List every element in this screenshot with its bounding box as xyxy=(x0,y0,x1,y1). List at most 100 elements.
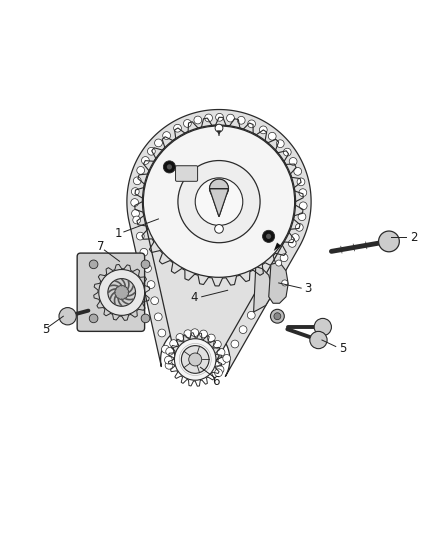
Circle shape xyxy=(209,179,229,198)
Circle shape xyxy=(264,282,272,290)
Circle shape xyxy=(141,314,150,322)
Polygon shape xyxy=(274,243,281,251)
Circle shape xyxy=(115,286,129,300)
Text: 6: 6 xyxy=(212,375,220,387)
Circle shape xyxy=(195,178,243,225)
Circle shape xyxy=(165,361,173,369)
Circle shape xyxy=(174,338,216,380)
Circle shape xyxy=(136,232,144,240)
Circle shape xyxy=(181,345,209,373)
Text: 7: 7 xyxy=(97,240,105,253)
Circle shape xyxy=(272,268,280,276)
Circle shape xyxy=(131,209,139,217)
Circle shape xyxy=(299,189,307,197)
Circle shape xyxy=(217,349,225,356)
Circle shape xyxy=(144,264,152,272)
Circle shape xyxy=(276,260,282,266)
Circle shape xyxy=(155,139,162,147)
Circle shape xyxy=(134,177,141,185)
Circle shape xyxy=(151,297,159,304)
Text: 2: 2 xyxy=(410,231,417,244)
Circle shape xyxy=(276,140,284,148)
Circle shape xyxy=(99,270,145,316)
Circle shape xyxy=(256,297,263,305)
Polygon shape xyxy=(269,262,288,303)
Circle shape xyxy=(223,354,230,362)
Circle shape xyxy=(266,234,271,239)
Circle shape xyxy=(215,124,223,132)
Circle shape xyxy=(178,160,260,243)
Circle shape xyxy=(295,223,303,231)
Circle shape xyxy=(141,260,150,269)
Circle shape xyxy=(298,213,306,221)
Circle shape xyxy=(147,281,155,288)
Circle shape xyxy=(200,330,207,338)
Circle shape xyxy=(162,132,170,140)
Circle shape xyxy=(283,148,291,156)
Circle shape xyxy=(176,334,184,341)
Circle shape xyxy=(237,116,245,124)
FancyBboxPatch shape xyxy=(77,253,145,332)
FancyBboxPatch shape xyxy=(176,166,198,181)
Circle shape xyxy=(148,148,155,155)
Circle shape xyxy=(59,308,76,325)
Circle shape xyxy=(299,202,307,209)
Polygon shape xyxy=(142,125,296,369)
Circle shape xyxy=(108,279,135,306)
Polygon shape xyxy=(209,189,229,217)
Circle shape xyxy=(226,114,234,122)
Circle shape xyxy=(158,329,166,337)
Circle shape xyxy=(291,233,299,241)
Circle shape xyxy=(274,313,281,320)
Circle shape xyxy=(194,116,202,124)
Text: 5: 5 xyxy=(42,322,49,336)
Circle shape xyxy=(213,341,221,348)
Circle shape xyxy=(216,366,224,374)
Text: 1: 1 xyxy=(115,227,123,240)
Circle shape xyxy=(143,126,295,277)
Circle shape xyxy=(165,356,172,364)
Circle shape xyxy=(294,167,302,175)
Circle shape xyxy=(231,340,239,348)
Polygon shape xyxy=(127,109,311,377)
Circle shape xyxy=(162,345,170,353)
Circle shape xyxy=(218,357,226,365)
Circle shape xyxy=(259,126,267,134)
Circle shape xyxy=(310,332,327,349)
Circle shape xyxy=(280,254,288,262)
Circle shape xyxy=(378,231,399,252)
Circle shape xyxy=(205,114,212,122)
Circle shape xyxy=(167,164,172,169)
Circle shape xyxy=(270,309,284,323)
Circle shape xyxy=(154,313,162,321)
Text: 4: 4 xyxy=(191,291,198,304)
Circle shape xyxy=(239,326,247,334)
Circle shape xyxy=(131,199,138,206)
Circle shape xyxy=(89,314,98,322)
Circle shape xyxy=(170,340,177,348)
Circle shape xyxy=(297,178,305,185)
Circle shape xyxy=(268,132,276,140)
Circle shape xyxy=(140,248,148,256)
Circle shape xyxy=(189,353,202,366)
Circle shape xyxy=(215,224,223,233)
Circle shape xyxy=(137,166,145,174)
Circle shape xyxy=(215,369,223,377)
Circle shape xyxy=(289,158,297,165)
Polygon shape xyxy=(209,179,229,217)
Text: 5: 5 xyxy=(339,342,346,355)
Circle shape xyxy=(314,318,332,336)
Circle shape xyxy=(184,330,192,337)
Text: 3: 3 xyxy=(304,282,311,295)
Circle shape xyxy=(248,120,255,128)
Circle shape xyxy=(282,280,288,286)
Circle shape xyxy=(141,157,149,164)
Circle shape xyxy=(247,311,255,319)
Circle shape xyxy=(215,114,223,121)
Circle shape xyxy=(133,216,141,224)
Circle shape xyxy=(89,260,98,269)
Circle shape xyxy=(166,348,173,356)
Circle shape xyxy=(262,230,275,243)
Circle shape xyxy=(288,239,296,247)
Polygon shape xyxy=(254,266,272,312)
